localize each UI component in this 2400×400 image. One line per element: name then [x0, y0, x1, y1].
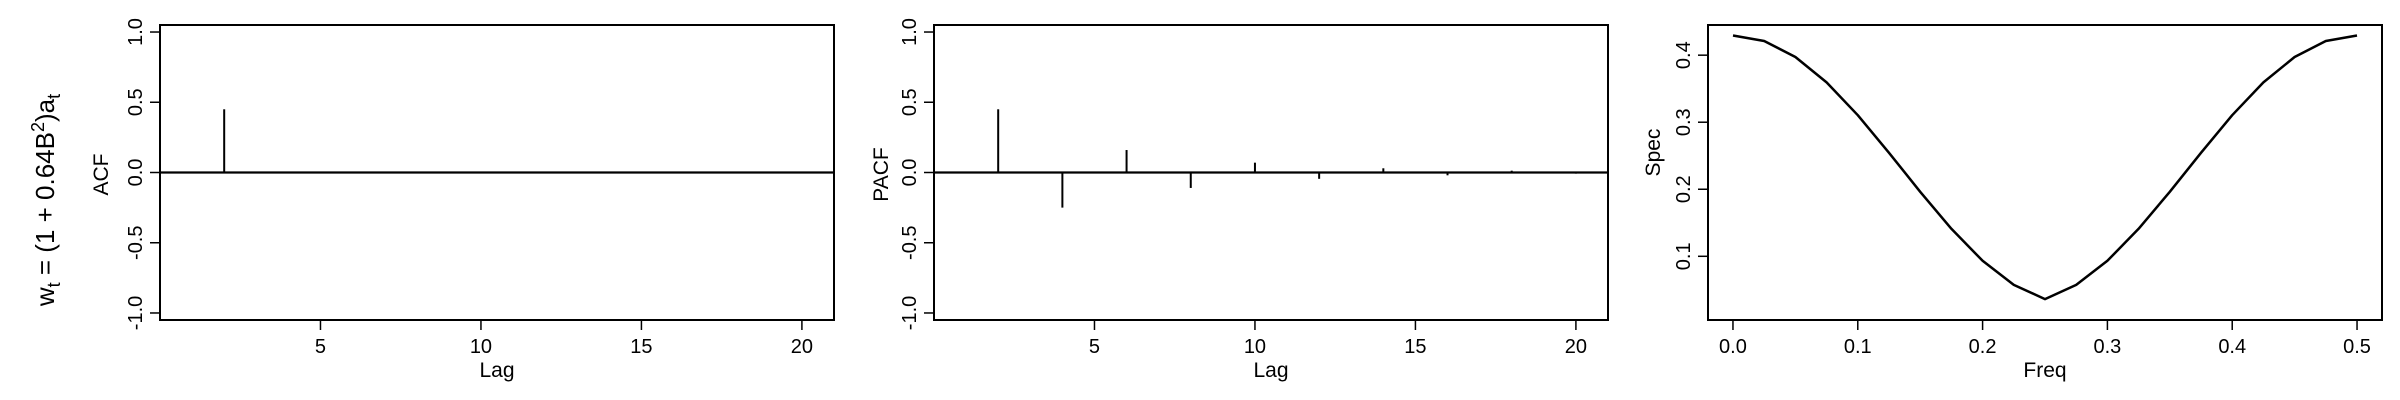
pacf-y-axis-title: PACF — [870, 147, 893, 201]
pacf-y-tick-label: 0.0 — [899, 159, 921, 187]
acf-y-tick-label: 0.0 — [125, 159, 147, 187]
pacf-x-tick-label: 10 — [1244, 336, 1266, 358]
acf-x-axis-title: Lag — [479, 359, 514, 382]
spec-plot-frame — [1707, 24, 2383, 321]
spec-x-axis-title: Freq — [2023, 359, 2066, 382]
spec-x-tick-label: 0.5 — [2343, 336, 2371, 358]
spectrum-panel: 0.0 0.1 0.2 0.3 0.4 0.5 0.1 0.2 0.3 0.4 Freq Spec — [1642, 24, 2383, 382]
acf-x-tick-label: 5 — [315, 336, 326, 358]
spec-x-tick-label: 0.0 — [1719, 336, 1747, 358]
acf-y-tick-label: -0.5 — [125, 226, 147, 260]
spec-y-tick-label: 0.2 — [1673, 175, 1695, 203]
acf-y-axis-title: ACF — [90, 154, 113, 196]
acf-panel: 5 10 15 20 -1.0 -0.5 0.0 0.5 1.0 Lag ACF — [90, 18, 835, 382]
pacf-y-tick-label: 0.5 — [899, 88, 921, 116]
spec-y-tick-label: 0.4 — [1673, 41, 1695, 69]
spec-curve — [1732, 34, 2358, 301]
acf-y-tick-label: 0.5 — [125, 88, 147, 116]
pacf-y-tick-label: -0.5 — [899, 226, 921, 260]
pacf-y-tick-label: -1.0 — [899, 296, 921, 330]
pacf-x-axis-title: Lag — [1253, 359, 1288, 382]
acf-y-tick-label: 1.0 — [125, 18, 147, 46]
acf-y-tick-label: -1.0 — [125, 296, 147, 330]
pacf-x-tick-label: 20 — [1565, 336, 1587, 358]
spec-y-tick-label: 0.1 — [1673, 242, 1695, 270]
row-label: wt = (1 + 0.64B2)at — [28, 94, 64, 307]
spec-y-axis-title: Spec — [1642, 129, 1665, 177]
pacf-y-tick-label: 1.0 — [899, 18, 921, 46]
spec-x-tick-label: 0.1 — [1844, 336, 1872, 358]
spec-x-tick-label: 0.4 — [2218, 336, 2246, 358]
acf-x-tick-label: 15 — [630, 336, 652, 358]
spec-y-tick-label: 0.3 — [1673, 108, 1695, 136]
spec-x-tick-label: 0.2 — [1969, 336, 1997, 358]
spec-x-tick-label: 0.3 — [2094, 336, 2122, 358]
pacf-x-tick-label: 5 — [1089, 336, 1100, 358]
acf-x-tick-label: 10 — [470, 336, 492, 358]
pacf-x-tick-label: 15 — [1404, 336, 1426, 358]
pacf-panel: 5 10 15 20 -1.0 -0.5 0.0 0.5 1.0 Lag PACF — [870, 18, 1609, 382]
acf-x-tick-label: 20 — [791, 336, 813, 358]
